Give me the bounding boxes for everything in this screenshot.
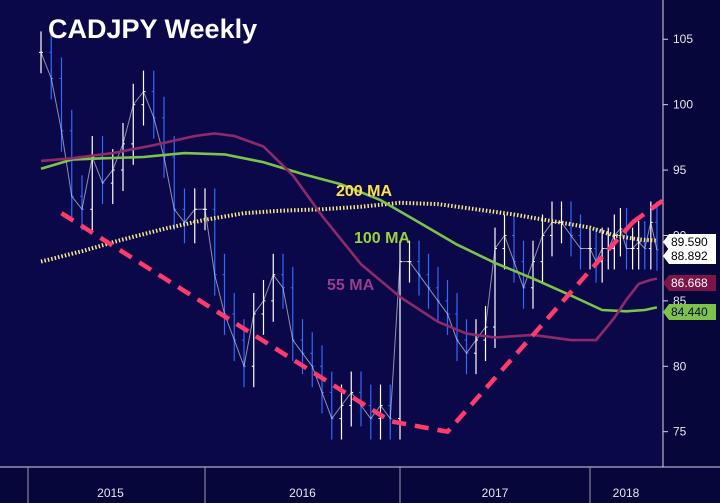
chart-title: CADJPY Weekly [48,14,257,44]
price-badge-label: 86.668 [671,276,708,290]
x-axis-ticks: 2015 2016 2017 2018 [27,467,640,503]
x-tick-label: 2015 [97,486,124,500]
price-badge: 88.892 [663,248,716,264]
series-line-1 [40,151,658,313]
price-badge: 86.668 [663,275,716,291]
series-line-0 [40,200,658,264]
ma-label-100: 100 MA [354,230,410,247]
price-badge: 84.440 [663,304,716,320]
series-line-3 [60,211,635,434]
y-tick-label: 105 [673,32,693,46]
price-badge-shape [663,234,716,250]
price-badge: 89.590 [663,234,716,250]
trendline-extension [631,198,665,225]
series-layer [40,132,665,434]
y-tick-label: 80 [673,359,687,373]
x-tick-label: 2018 [613,486,640,500]
price-badge-shape [663,304,716,320]
series-line-2 [40,132,658,342]
price-badge-shape [663,275,716,291]
price-badge-label: 88.892 [671,249,708,263]
x-tick-label: 2016 [289,486,316,500]
y-tick-label: 100 [673,98,693,112]
ma-label-200: 200 MA [336,183,392,200]
price-badge-label: 89.590 [671,235,708,249]
xaxis-background [0,467,720,503]
y-axis-ticks: 7580859095100105 [663,32,693,439]
ma-label-55: 55 MA [327,277,375,294]
price-badge-shape [663,248,716,264]
y-tick-label: 95 [673,163,687,177]
y-tick-label: 75 [673,425,687,439]
x-tick-label: 2017 [482,486,509,500]
price-badge-label: 84.440 [671,305,708,319]
